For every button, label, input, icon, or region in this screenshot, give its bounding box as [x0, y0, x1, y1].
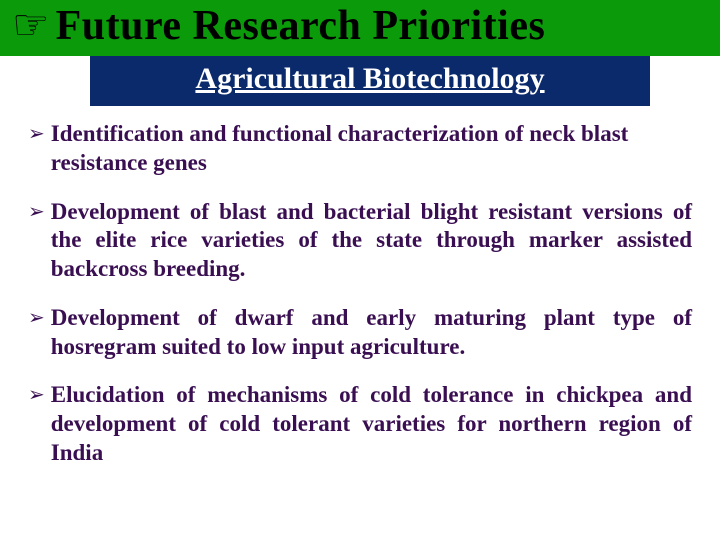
- page-title: Future Research Priorities: [56, 2, 546, 50]
- chevron-right-icon: ➢: [28, 381, 45, 409]
- bullet-text: Development of dwarf and early maturing …: [51, 304, 692, 362]
- bullet-text: Development of blast and bacterial bligh…: [51, 198, 692, 284]
- chevron-right-icon: ➢: [28, 120, 45, 148]
- list-item: ➢Development of dwarf and early maturing…: [28, 304, 692, 362]
- subtitle-text: Agricultural Biotechnology: [195, 62, 544, 95]
- subtitle-bar: Agricultural Biotechnology: [90, 56, 650, 106]
- bullet-text: Identification and functional characteri…: [51, 120, 692, 178]
- chevron-right-icon: ➢: [28, 304, 45, 332]
- bullet-list: ➢Identification and functional character…: [0, 106, 720, 468]
- bullet-text: Elucidation of mechanisms of cold tolera…: [51, 381, 692, 467]
- title-bar: ☞ Future Research Priorities: [0, 0, 720, 56]
- chevron-right-icon: ➢: [28, 198, 45, 226]
- pointing-hand-icon: ☞: [12, 5, 50, 47]
- list-item: ➢Elucidation of mechanisms of cold toler…: [28, 381, 692, 467]
- list-item: ➢Development of blast and bacterial blig…: [28, 198, 692, 284]
- slide: ☞ Future Research Priorities Agricultura…: [0, 0, 720, 540]
- list-item: ➢Identification and functional character…: [28, 120, 692, 178]
